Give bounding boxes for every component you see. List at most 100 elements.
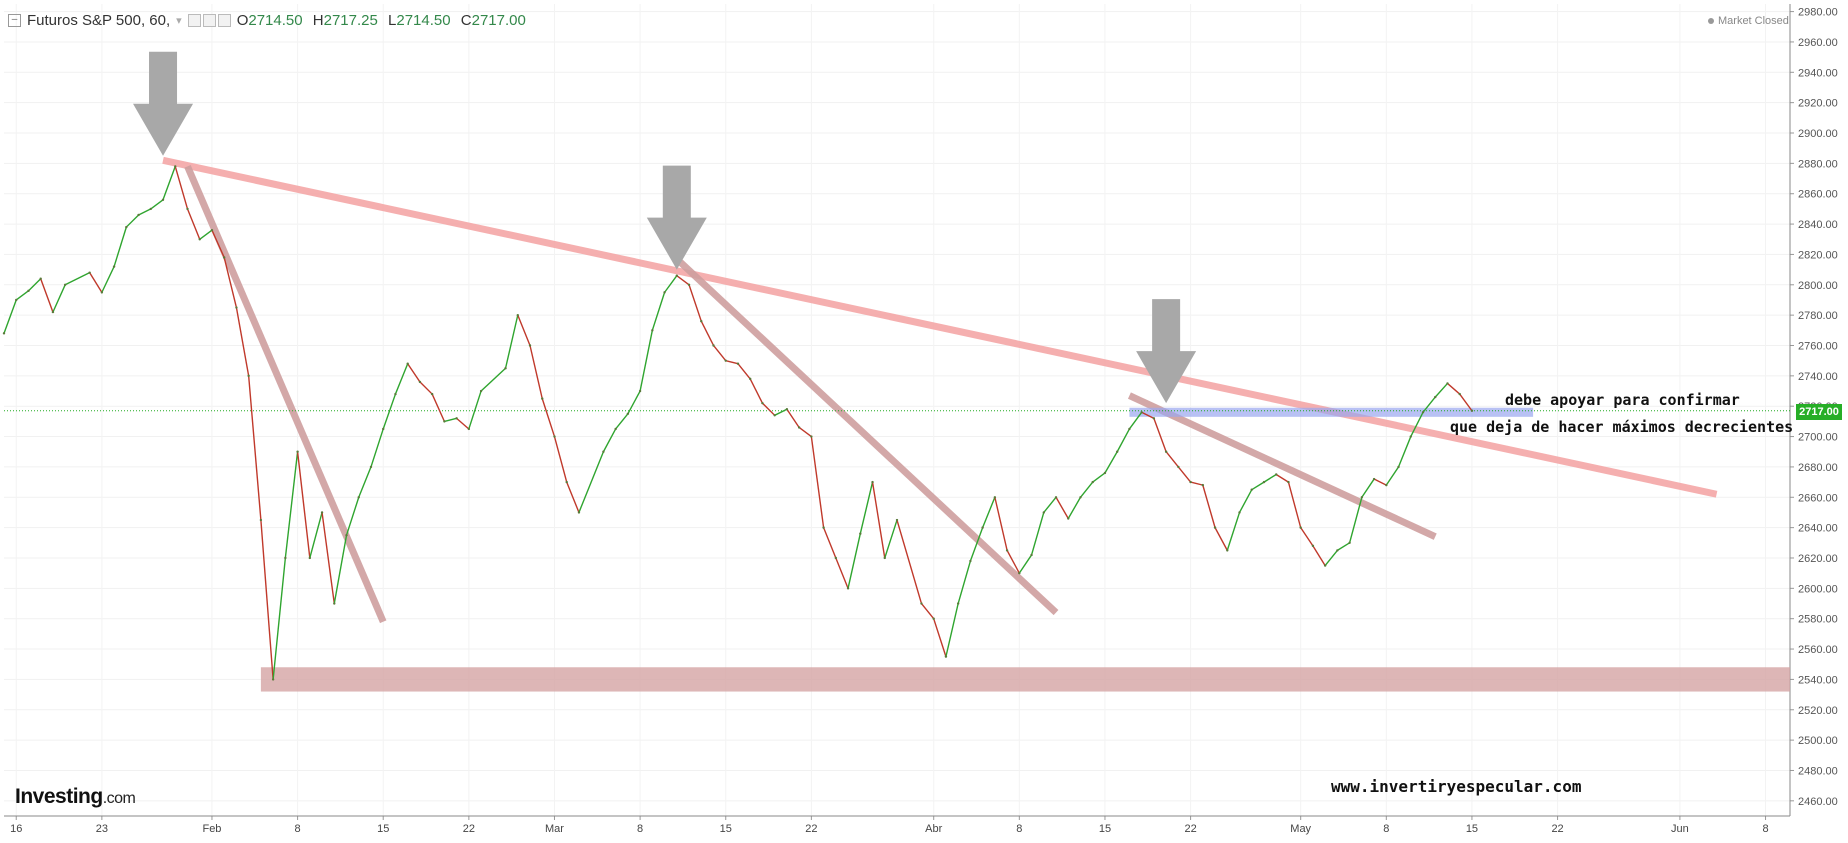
y-tick-label: 2640.00	[1798, 523, 1838, 535]
price-segment	[578, 451, 605, 513]
price-segment	[1177, 466, 1192, 483]
price-segment	[1116, 428, 1131, 453]
price-segment	[419, 381, 433, 395]
price-segment	[1079, 481, 1094, 498]
price-point	[174, 165, 177, 168]
price-segment	[407, 363, 421, 383]
price-point	[1299, 526, 1302, 529]
current-price-label: 2717.00	[1796, 404, 1842, 420]
price-point	[638, 389, 642, 393]
legend-tools[interactable]	[187, 14, 231, 27]
y-tick-label: 2560.00	[1798, 644, 1838, 656]
price-point	[2, 332, 6, 335]
price-segment	[211, 229, 225, 258]
price-point	[516, 313, 519, 317]
price-segment	[786, 408, 800, 428]
collapse-icon[interactable]: –	[8, 14, 21, 27]
price-point	[222, 256, 226, 259]
x-tick-label: 15	[1466, 823, 1478, 835]
price-point	[700, 320, 703, 323]
caret-icon[interactable]: ▾	[176, 15, 182, 27]
price-point	[1336, 549, 1339, 552]
price-segment	[761, 402, 776, 416]
y-tick-label: 2840.00	[1798, 219, 1838, 231]
price-segment	[615, 413, 629, 430]
price-segment	[884, 519, 898, 559]
open-value: 2714.50	[248, 12, 303, 29]
low-label: L	[388, 12, 397, 29]
price-point	[761, 401, 764, 405]
price-point	[333, 602, 336, 605]
price-point	[712, 344, 715, 347]
x-tick-label: 22	[1184, 823, 1196, 835]
price-segment	[798, 426, 812, 438]
price-point	[1152, 417, 1156, 420]
price-point	[504, 367, 507, 370]
y-tick-label: 2780.00	[1798, 310, 1838, 322]
price-segment	[150, 199, 164, 210]
price-point	[296, 450, 299, 453]
x-tick-label: 15	[720, 823, 732, 835]
price-point	[186, 207, 189, 211]
y-tick-label: 2860.00	[1798, 189, 1838, 201]
price-segment	[1165, 451, 1179, 468]
price-point	[614, 427, 617, 431]
x-tick-label: 8	[295, 823, 301, 835]
x-tick-label: 8	[1762, 823, 1768, 835]
price-point	[956, 602, 960, 605]
y-tick-label: 2480.00	[1798, 765, 1838, 777]
price-segment	[3, 299, 17, 334]
price-segment	[969, 527, 984, 562]
x-tick-label: Feb	[202, 823, 221, 835]
market-status-text: Market Closed	[1718, 15, 1789, 27]
price-segment	[480, 367, 507, 392]
price-segment	[113, 226, 127, 267]
price-segment	[370, 428, 384, 468]
price-segment	[822, 527, 837, 559]
downtrend-line-3	[1127, 392, 1437, 540]
price-segment	[444, 417, 457, 423]
price-segment	[517, 314, 531, 346]
visibility-icon[interactable]	[187, 14, 201, 27]
x-tick-label: 16	[10, 823, 22, 835]
y-tick-label: 2460.00	[1798, 796, 1838, 808]
price-segment	[247, 375, 262, 521]
price-segment	[810, 436, 825, 528]
price-segment	[431, 393, 446, 422]
price-point	[210, 228, 214, 232]
settings-icon[interactable]	[202, 14, 216, 27]
price-segment	[186, 208, 201, 240]
price-segment	[1459, 393, 1473, 412]
price-segment	[994, 497, 1008, 551]
price-segment	[1434, 382, 1449, 398]
y-tick-label: 2500.00	[1798, 735, 1838, 747]
price-point	[1385, 483, 1388, 487]
y-tick-label: 2680.00	[1798, 462, 1838, 474]
price-point	[1275, 473, 1278, 476]
price-point	[1262, 480, 1266, 484]
x-tick-label: 15	[1099, 823, 1111, 835]
price-segment	[1092, 472, 1106, 483]
price-point	[51, 310, 55, 314]
price-point	[443, 420, 446, 423]
price-segment	[223, 257, 238, 308]
y-tick-label: 2520.00	[1798, 705, 1838, 717]
price-point	[308, 556, 312, 560]
price-segment	[1067, 496, 1082, 519]
price-point	[1446, 382, 1449, 385]
price-point	[797, 426, 801, 429]
price-point	[736, 362, 740, 365]
y-tick-label: 2900.00	[1798, 128, 1838, 140]
remove-icon[interactable]	[217, 14, 231, 27]
price-point	[1360, 496, 1364, 499]
low-value: 2714.50	[396, 12, 451, 29]
price-point	[871, 480, 874, 484]
price-point	[749, 377, 752, 381]
price-segment	[15, 290, 29, 301]
price-point	[1287, 480, 1290, 484]
price-point	[553, 435, 556, 438]
price-segment	[40, 278, 54, 313]
price-point	[602, 450, 605, 453]
